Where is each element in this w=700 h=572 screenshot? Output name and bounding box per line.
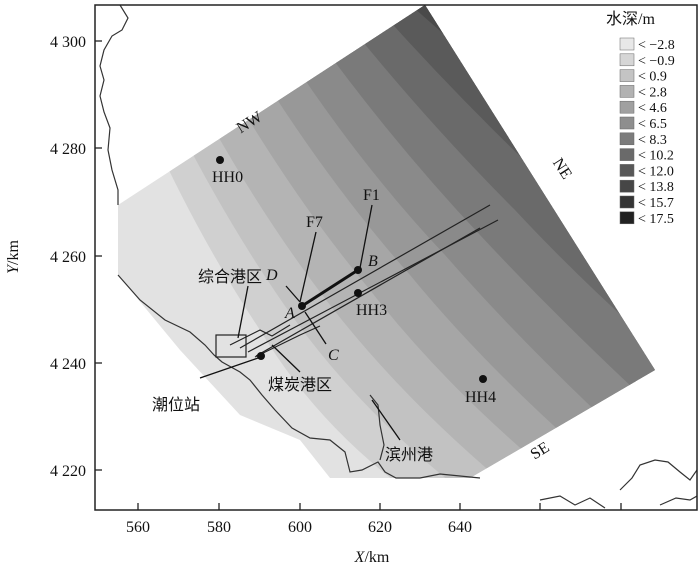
x-axis-title: X/km <box>354 549 390 566</box>
legend-swatch <box>619 100 635 114</box>
place-binzhou: 滨州港 <box>385 446 433 464</box>
f1-leader <box>359 204 373 269</box>
transect-ab <box>301 268 359 308</box>
legend-items: < −2.8< −0.9< 0.9< 2.8< 4.6< 6.5< 8.3< 1… <box>619 37 675 227</box>
x-tick-label: 580 <box>207 519 231 536</box>
legend-swatch <box>619 148 635 161</box>
stations <box>199 156 487 441</box>
legend-label: < 2.8 <box>638 85 667 100</box>
legend-swatch <box>619 85 635 98</box>
legend-label: < −0.9 <box>638 54 675 69</box>
y-tick-label: 4 300 <box>50 34 86 51</box>
zonghe-leader <box>237 285 249 339</box>
legend-label: < 0.9 <box>638 70 667 85</box>
place-zonghe: 综合港区 <box>198 268 262 286</box>
x-axis-unit: /km <box>364 549 389 566</box>
station-hh0-marker <box>216 156 224 164</box>
d-leader <box>285 285 301 303</box>
y-axis-unit: /km <box>5 240 22 265</box>
legend-label: < 13.8 <box>638 180 674 195</box>
legend-swatch <box>619 164 635 177</box>
place-meitan: 煤炭港区 <box>268 376 332 394</box>
tide-station-marker <box>257 352 265 360</box>
meitan-jetty <box>254 325 321 358</box>
y-tick-label: 4 280 <box>50 141 86 158</box>
x-tick-label: 560 <box>126 519 150 536</box>
station-f1-label: F1 <box>363 187 380 204</box>
legend-label: < 6.5 <box>638 117 667 132</box>
legend-label: < 10.2 <box>638 149 674 164</box>
x-tick-label: 640 <box>448 519 472 536</box>
channel-line-3 <box>255 227 481 357</box>
breakwater <box>229 324 291 346</box>
y-tick-labels: 4 220 4 240 4 260 4 280 4 300 <box>50 34 86 480</box>
station-hh3-label: HH3 <box>356 302 387 319</box>
legend-swatch <box>619 116 635 130</box>
legend: 水深/m < −2.8< −0.9< 0.9< 2.8< 4.6< 6.5< 8… <box>606 10 675 227</box>
y-tick-label: 4 260 <box>50 249 86 266</box>
legend-swatch <box>619 179 635 193</box>
point-d-label: D <box>265 267 278 284</box>
x-axis-var: X <box>354 549 366 566</box>
x-tick-label: 600 <box>288 519 312 536</box>
x-tick-labels: 560 580 600 620 640 <box>126 519 472 536</box>
legend-label: < −2.8 <box>638 38 675 53</box>
legend-swatch <box>619 132 635 146</box>
harbour-structures <box>215 204 499 358</box>
y-tick-label: 4 220 <box>50 463 86 480</box>
point-a-label: A <box>284 305 295 322</box>
axis-ticks <box>95 40 622 510</box>
legend-label: < 17.5 <box>638 212 674 227</box>
channel-line-1 <box>239 204 491 349</box>
zonghe-harbour-outline <box>215 334 247 358</box>
station-hh3-marker <box>354 289 362 297</box>
place-chaowei: 潮位站 <box>152 396 200 414</box>
legend-swatch <box>619 195 635 209</box>
binzhou-leader <box>371 399 401 441</box>
meitan-leader <box>271 344 301 373</box>
f7-leader <box>299 231 317 303</box>
chaowei-leader <box>199 357 259 379</box>
point-c-label: C <box>328 347 339 364</box>
station-hh4-label: HH4 <box>465 389 496 406</box>
legend-swatch <box>619 53 635 67</box>
x-tick-label: 620 <box>368 519 392 536</box>
c-leader <box>304 311 327 345</box>
legend-swatch <box>619 69 635 82</box>
legend-swatch <box>619 37 635 51</box>
station-f7-label: F7 <box>306 214 323 231</box>
legend-label: < 8.3 <box>638 133 667 148</box>
y-tick-label: 4 240 <box>50 356 86 373</box>
station-hh0-label: HH0 <box>212 169 243 186</box>
legend-label: < 12.0 <box>638 164 674 179</box>
legend-swatch <box>619 211 635 225</box>
y-axis-var: Y <box>5 263 22 274</box>
point-b-label: B <box>368 253 378 270</box>
y-axis-title: Y/km <box>5 240 22 274</box>
legend-title: 水深/m <box>606 10 655 28</box>
legend-label: < 15.7 <box>638 196 674 211</box>
station-hh4-marker <box>479 375 487 383</box>
legend-label: < 4.6 <box>638 101 667 116</box>
coastline <box>99 5 697 509</box>
plot-frame <box>94 4 698 511</box>
